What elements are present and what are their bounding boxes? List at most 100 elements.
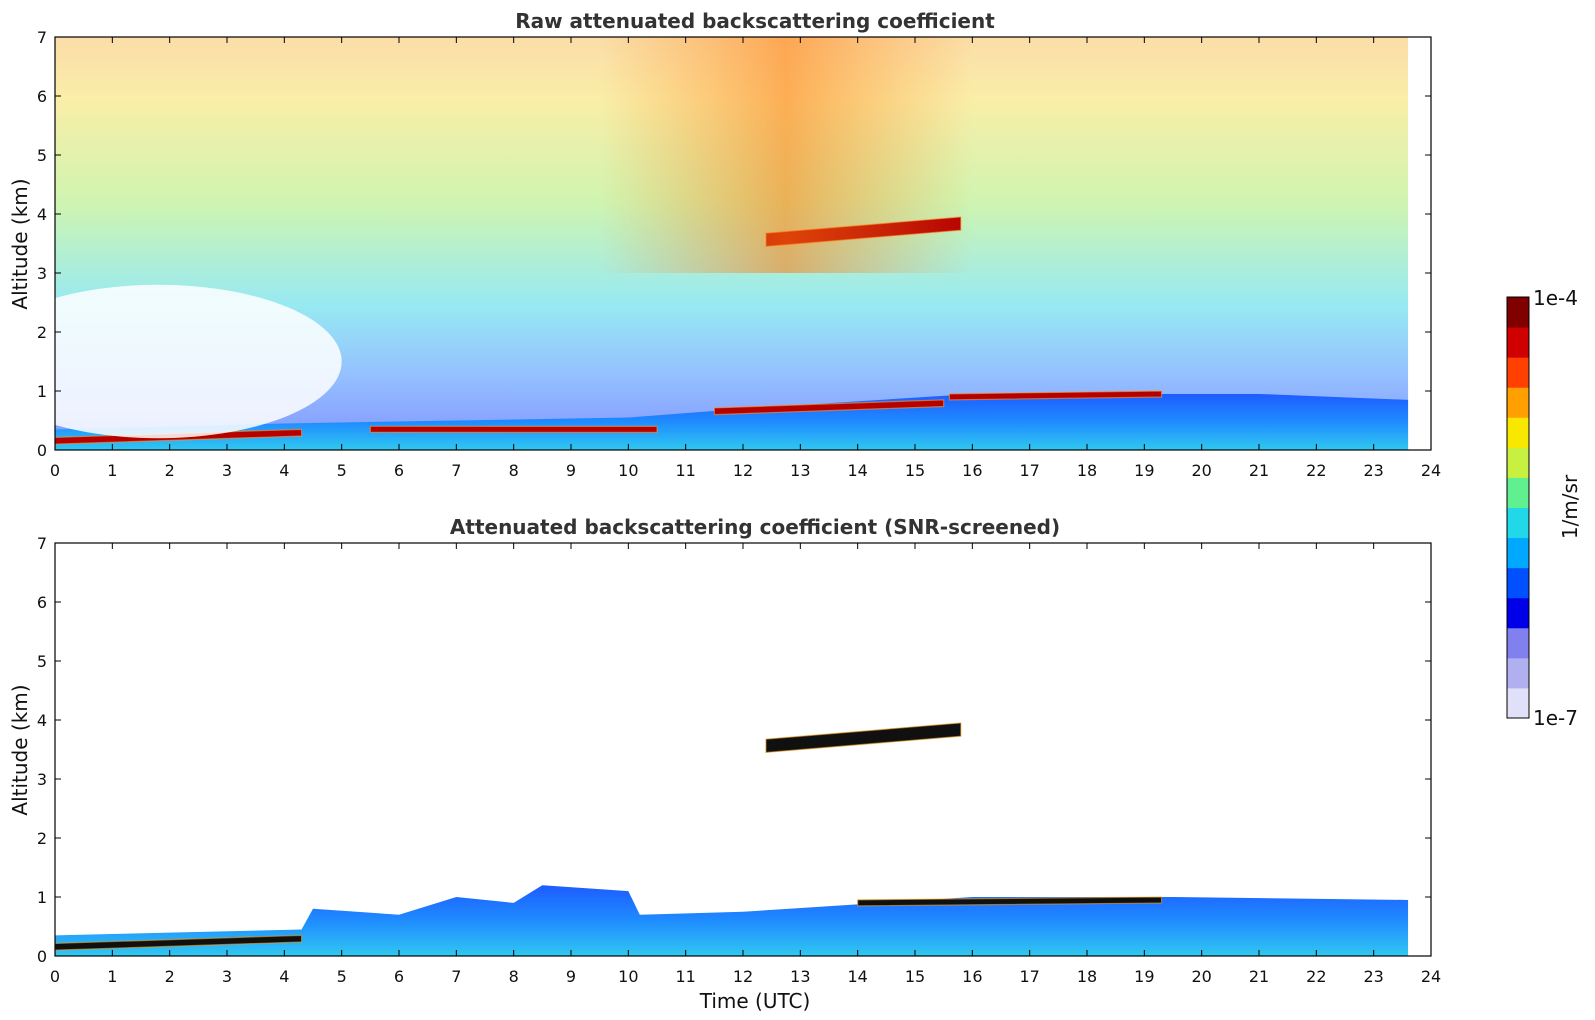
x-tick-label: 23	[1363, 461, 1383, 480]
x-tick-label: 3	[222, 461, 232, 480]
x-tick-label: 5	[337, 461, 347, 480]
colorbar-swatch	[1507, 537, 1529, 569]
no-data-region	[1408, 37, 1431, 450]
x-tick-label: 23	[1363, 967, 1383, 986]
x-tick-label: 17	[1019, 461, 1039, 480]
y-tick-label: 6	[37, 593, 47, 612]
x-tick-label: 5	[337, 967, 347, 986]
x-tick-label: 14	[847, 461, 867, 480]
cloud-layer	[765, 722, 961, 753]
colorbar-frame	[1506, 296, 1530, 719]
low-signal-gap	[55, 284, 342, 439]
boundary-layer-aerosol	[55, 393, 1409, 450]
x-tick-label: 7	[451, 461, 461, 480]
y-tick-label: 5	[37, 652, 47, 671]
x-tick-label: 0	[50, 967, 60, 986]
panel2-x-axis: 0 1 2 3 4 5 6 7 8 9 10 11 12 13 14 15 16 17 18 19 20 21 22 23 24	[50, 543, 1441, 986]
colorbar-swatch	[1507, 477, 1529, 508]
colorbar-swatch	[1507, 387, 1529, 418]
y-tick-label: 1	[37, 888, 47, 907]
colorbar-swatch	[1507, 327, 1529, 358]
x-tick-label: 13	[790, 461, 810, 480]
x-tick-label: 11	[675, 461, 695, 480]
x-tick-label: 4	[279, 461, 289, 480]
x-tick-label: 22	[1306, 461, 1326, 480]
colorbar-swatch	[1507, 507, 1529, 539]
cloud-layer-edge	[765, 722, 962, 754]
x-tick-label: 24	[1421, 461, 1441, 480]
x-tick-label: 20	[1191, 967, 1211, 986]
x-tick-label: 24	[1421, 967, 1441, 986]
x-tick-label: 21	[1249, 967, 1269, 986]
cloud-layer-edge	[713, 399, 945, 416]
x-tick-label: 19	[1134, 967, 1154, 986]
colorbar-min-label: 1e-7	[1533, 706, 1578, 730]
raw-backscatter-panel: Raw attenuated backscattering coefficien…	[8, 9, 1441, 480]
y-tick-label: 3	[37, 770, 47, 789]
colorbar-swatch	[1507, 597, 1529, 629]
x-tick-label: 19	[1134, 461, 1154, 480]
y-tick-label: 7	[37, 534, 47, 553]
panel1-y-axis: 0 1 2 3 4 5 6 7	[37, 28, 1431, 460]
x-tick-label: 12	[733, 461, 753, 480]
x-tick-label: 21	[1249, 461, 1269, 480]
x-tick-label: 15	[905, 461, 925, 480]
x-tick-label: 3	[222, 967, 232, 986]
x-tick-label: 18	[1077, 461, 1097, 480]
y-tick-label: 3	[37, 264, 47, 283]
x-tick-label: 10	[618, 461, 638, 480]
x-tick-label: 12	[733, 967, 753, 986]
y-tick-label: 0	[37, 947, 47, 966]
panel2-title: Attenuated backscattering coefficient (S…	[450, 515, 1060, 539]
x-tick-label: 10	[618, 967, 638, 986]
colorbar-swatch	[1507, 567, 1529, 599]
panel1-plot-area	[55, 37, 1431, 450]
panel1-y-label: Altitude (km)	[8, 178, 32, 309]
cloud-layer-edge	[857, 896, 1163, 907]
snr-screened-panel: Attenuated backscattering coefficient (S…	[8, 515, 1441, 1013]
panel2-y-label: Altitude (km)	[8, 684, 32, 815]
x-tick-label: 15	[905, 967, 925, 986]
x-tick-label: 2	[165, 967, 175, 986]
x-tick-label: 8	[509, 461, 519, 480]
colorbar-swatch	[1507, 687, 1529, 719]
signal-plume	[599, 37, 973, 273]
x-tick-label: 17	[1019, 967, 1039, 986]
x-tick-label: 7	[451, 967, 461, 986]
colorbar-swatch	[1507, 417, 1529, 448]
y-tick-label: 6	[37, 87, 47, 106]
panel1-x-axis: 0 1 2 3 4 5 6 7 8 9 10 11 12 13 14 15 16 17 18 19 20 21 22 23 24	[50, 37, 1441, 480]
y-tick-label: 0	[37, 441, 47, 460]
x-tick-label: 16	[962, 967, 982, 986]
colorbar-swatch	[1507, 447, 1529, 478]
cloud-layer-edge	[55, 428, 303, 445]
x-tick-label: 8	[509, 967, 519, 986]
y-tick-label: 2	[37, 829, 47, 848]
x-tick-label: 13	[790, 967, 810, 986]
x-tick-label: 22	[1306, 967, 1326, 986]
x-tick-label: 16	[962, 461, 982, 480]
colorbar-max-label: 1e-4	[1533, 286, 1578, 310]
no-data-region	[1408, 543, 1431, 956]
x-tick-label: 6	[394, 461, 404, 480]
x-tick-label: 6	[394, 967, 404, 986]
colorbar-swatch	[1507, 627, 1529, 659]
x-tick-label: 4	[279, 967, 289, 986]
x-tick-label: 14	[847, 967, 867, 986]
x-tick-label: 1	[107, 967, 117, 986]
y-tick-label: 1	[37, 382, 47, 401]
colorbar: 1e-4 1e-7 1/m/sr	[1506, 286, 1582, 730]
y-tick-label: 4	[37, 205, 47, 224]
panel2-y-axis: 0 1 2 3 4 5 6 7	[37, 534, 1431, 966]
colorbar-swatch	[1507, 657, 1529, 689]
cloud-layer	[55, 935, 302, 951]
x-tick-label: 0	[50, 461, 60, 480]
panel2-x-label: Time (UTC)	[699, 989, 811, 1013]
cloud-layer	[714, 399, 944, 415]
x-tick-label: 11	[675, 967, 695, 986]
y-tick-label: 2	[37, 323, 47, 342]
cloud-layer-edge	[55, 934, 303, 951]
panel2-plot-area	[55, 543, 1431, 956]
colorbar-swatch	[1507, 297, 1529, 328]
